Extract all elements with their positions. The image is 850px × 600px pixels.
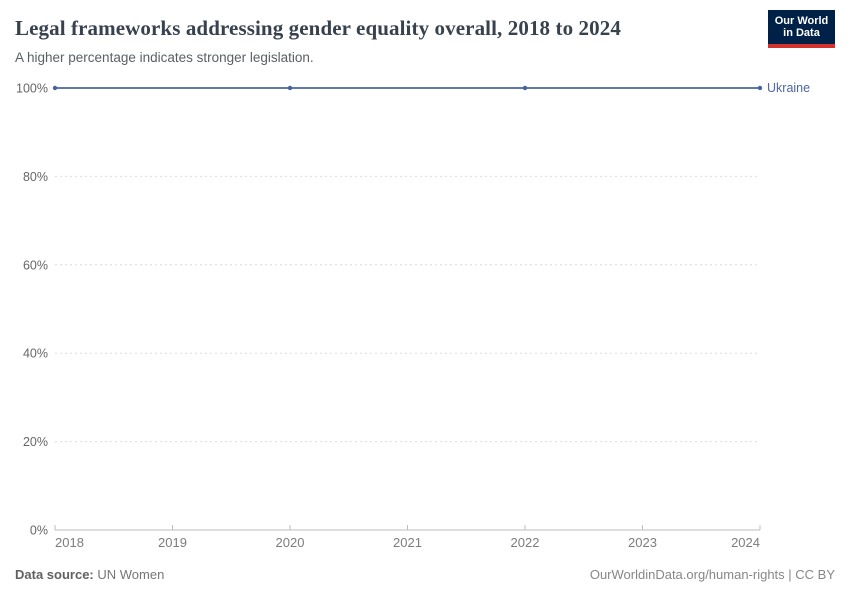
y-axis-label-60: 60%: [23, 258, 48, 272]
owid-logo-line1: Our World: [774, 14, 829, 27]
x-axis-label-2023: 2023: [628, 535, 657, 550]
data-source-label: Data source:: [15, 567, 94, 582]
data-source-value: UN Women: [97, 567, 165, 582]
line-chart-canvas: 0% 20% 40% 60% 80% 100% 2018 2019 2020 2021 2022 20…: [16, 81, 810, 550]
x-axis-label-2024: 2024: [731, 535, 760, 550]
x-axis-label-2022: 2022: [511, 535, 540, 550]
chart-title: Legal frameworks addressing gender equal…: [15, 16, 621, 40]
x-axis-label-2020: 2020: [276, 535, 305, 550]
x-axis-label-2019: 2019: [158, 535, 187, 550]
credit-link[interactable]: OurWorldinData.org/human-rights | CC BY: [589, 567, 835, 582]
data-source: Data source: UN Women: [15, 566, 164, 584]
owid-logo[interactable]: Our World in Data: [768, 10, 835, 48]
x-axis-label-2021: 2021: [393, 535, 422, 550]
owid-logo-line2: in Data: [783, 27, 820, 39]
y-axis-label-20: 20%: [23, 435, 48, 449]
y-axis-label-0: 0%: [30, 524, 48, 538]
x-axis-label-2018: 2018: [55, 535, 84, 550]
data-point-2024[interactable]: [757, 85, 763, 91]
y-axis-label-40: 40%: [23, 347, 48, 361]
data-point-2022[interactable]: [522, 85, 528, 91]
chart-subtitle: A higher percentage indicates stronger l…: [15, 50, 314, 65]
y-axis-label-100: 100%: [16, 82, 48, 96]
series-label-ukraine[interactable]: Ukraine: [767, 81, 810, 95]
data-point-2020[interactable]: [287, 85, 293, 91]
chart-header: Legal frameworks addressing gender equal…: [15, 14, 755, 66]
chart-footer: Data source: UN Women OurWorldinData.org…: [15, 566, 835, 584]
data-point-2018[interactable]: [52, 85, 58, 91]
y-axis-label-80: 80%: [23, 170, 48, 184]
